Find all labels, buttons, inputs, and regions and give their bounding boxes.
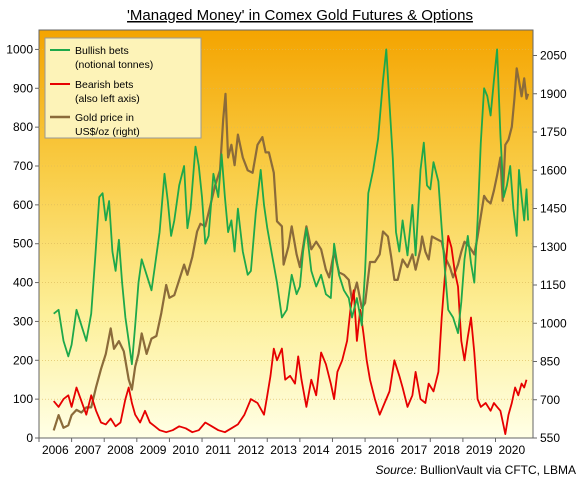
x-tick-label-2015: 2015 (335, 443, 362, 457)
x-tick-label-2011: 2011 (205, 443, 231, 457)
series-line-bullish (53, 48, 529, 366)
x-tick-label-2020: 2020 (498, 443, 525, 457)
right-tick-label-2050: 2050 (540, 49, 567, 63)
legend-label-bearish-sub: (also left axis) (75, 93, 140, 105)
x-tick-label-2006: 2006 (42, 443, 69, 457)
x-tick-label-2013: 2013 (270, 443, 297, 457)
legend-label-bullish: Bullish bets (75, 45, 129, 57)
left-tick-label-1000: 1000 (6, 42, 33, 56)
right-tick-label-550: 550 (540, 431, 560, 445)
series-layer (52, 48, 530, 435)
x-axis: 2006 2007 2008 2009 2010 2011 2012 2013 2014 2015… (38, 438, 525, 457)
x-tick-label-2019: 2019 (466, 443, 493, 457)
x-tick-label-2007: 2007 (75, 443, 102, 457)
legend-label-gold-sub: US$/oz (right) (75, 126, 140, 138)
right-tick-label-1450: 1450 (540, 202, 567, 216)
x-tick-label-2017: 2017 (401, 443, 428, 457)
legend-box (44, 37, 202, 139)
left-tick-label-500: 500 (13, 237, 33, 251)
right-tick-label-1150: 1150 (540, 278, 566, 292)
left-tick-label-400: 400 (13, 276, 33, 290)
chart-title: 'Managed Money' in Comex Gold Futures & … (127, 7, 473, 24)
left-tick-label-600: 600 (13, 198, 33, 212)
legend-label-bullish-sub: (notional tonnes) (75, 59, 153, 71)
gridlines (39, 49, 533, 400)
x-tick-label-2009: 2009 (140, 443, 167, 457)
left-tick-label-800: 800 (13, 120, 33, 134)
right-tick-label-1600: 1600 (540, 163, 567, 177)
x-tick-label-2012: 2012 (238, 443, 265, 457)
right-tick-label-850: 850 (540, 355, 560, 369)
left-tick-label-200: 200 (13, 353, 33, 367)
x-tick-label-2016: 2016 (368, 443, 395, 457)
legend-label-gold: Gold price in (75, 112, 134, 124)
legend: Bullish bets (notional tonnes) Bearish b… (44, 37, 202, 139)
right-y-axis: 550 700 850 1000 1150 1300 1450 1600 1750 1900 205… (533, 49, 567, 445)
left-tick-label-100: 100 (13, 392, 33, 406)
left-y-axis: 0 100 200 300 400 500 600 700 800 900 1000 (6, 42, 39, 445)
x-tick-label-2018: 2018 (433, 443, 460, 457)
right-tick-label-1000: 1000 (540, 316, 567, 330)
right-tick-label-1750: 1750 (540, 125, 567, 139)
x-tick-label-2010: 2010 (172, 443, 199, 457)
legend-label-bearish: Bearish bets (75, 79, 133, 91)
right-tick-label-1900: 1900 (540, 87, 567, 101)
left-tick-label-300: 300 (13, 314, 33, 328)
series-line-bearish (53, 235, 528, 435)
source-note: Source: BullionVault via CFTC, LBMA (375, 463, 576, 477)
right-tick-label-700: 700 (540, 393, 560, 407)
left-tick-label-0: 0 (26, 431, 33, 445)
x-tick-label-2008: 2008 (107, 443, 134, 457)
right-tick-label-1300: 1300 (540, 240, 567, 254)
left-tick-label-700: 700 (13, 159, 33, 173)
x-tick-label-2014: 2014 (303, 443, 330, 457)
source-text: BullionVault via CFTC, LBMA (420, 463, 576, 477)
source-label: Source: (375, 463, 416, 477)
left-tick-label-900: 900 (13, 81, 33, 95)
